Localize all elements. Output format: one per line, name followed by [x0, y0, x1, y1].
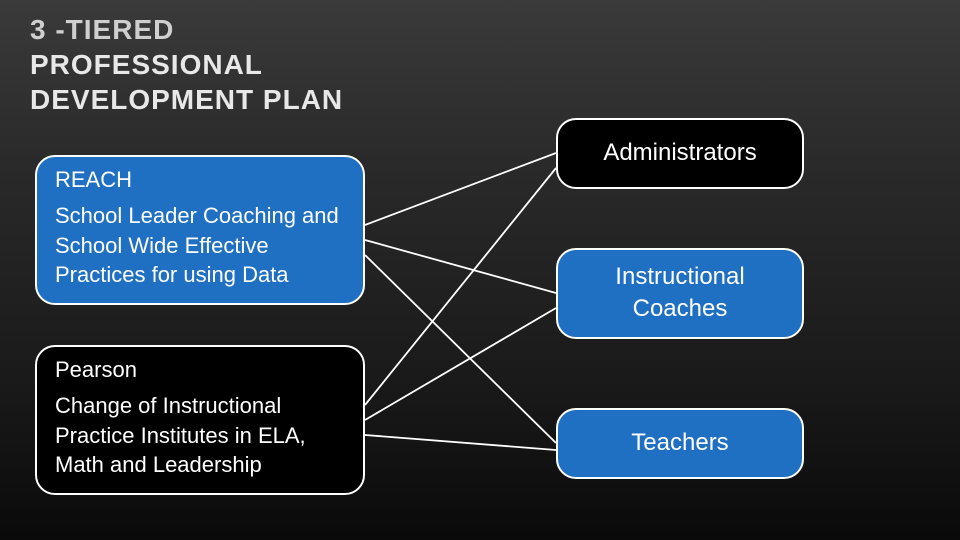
left-box-reach-body: School Leader Coaching and School Wide E… — [55, 201, 345, 290]
right-box-administrators: Administrators — [556, 118, 804, 189]
right-box-coaches-label-2: Coaches — [633, 293, 728, 324]
right-box-teachers-label: Teachers — [631, 427, 728, 458]
right-box-coaches-label-1: Instructional — [615, 261, 744, 292]
connector-reach-to-administrators — [365, 153, 556, 225]
right-box-teachers: Teachers — [556, 408, 804, 479]
title-line-3: Development Plan — [30, 84, 343, 115]
left-box-pearson-title: Pearson — [55, 357, 345, 383]
connector-reach-to-teachers — [365, 255, 556, 443]
page-title: 3 -Tiered Professional Development Plan — [30, 12, 390, 117]
right-box-coaches: Instructional Coaches — [556, 248, 804, 339]
left-box-pearson-body: Change of Instructional Practice Institu… — [55, 391, 345, 480]
connector-pearson-to-teachers — [365, 435, 556, 450]
left-box-reach-title: REACH — [55, 167, 345, 193]
slide: 3 -Tiered Professional Development Plan … — [0, 0, 960, 540]
title-line-1: 3 -Tiered — [30, 12, 390, 47]
left-box-reach: REACH School Leader Coaching and School … — [35, 155, 365, 305]
left-box-pearson: Pearson Change of Instructional Practice… — [35, 345, 365, 495]
connector-pearson-to-administrators — [365, 168, 556, 405]
connector-reach-to-coaches — [365, 240, 556, 293]
connector-pearson-to-coaches — [365, 308, 556, 420]
title-line-2: Professional — [30, 49, 263, 80]
right-box-administrators-label: Administrators — [603, 137, 756, 168]
